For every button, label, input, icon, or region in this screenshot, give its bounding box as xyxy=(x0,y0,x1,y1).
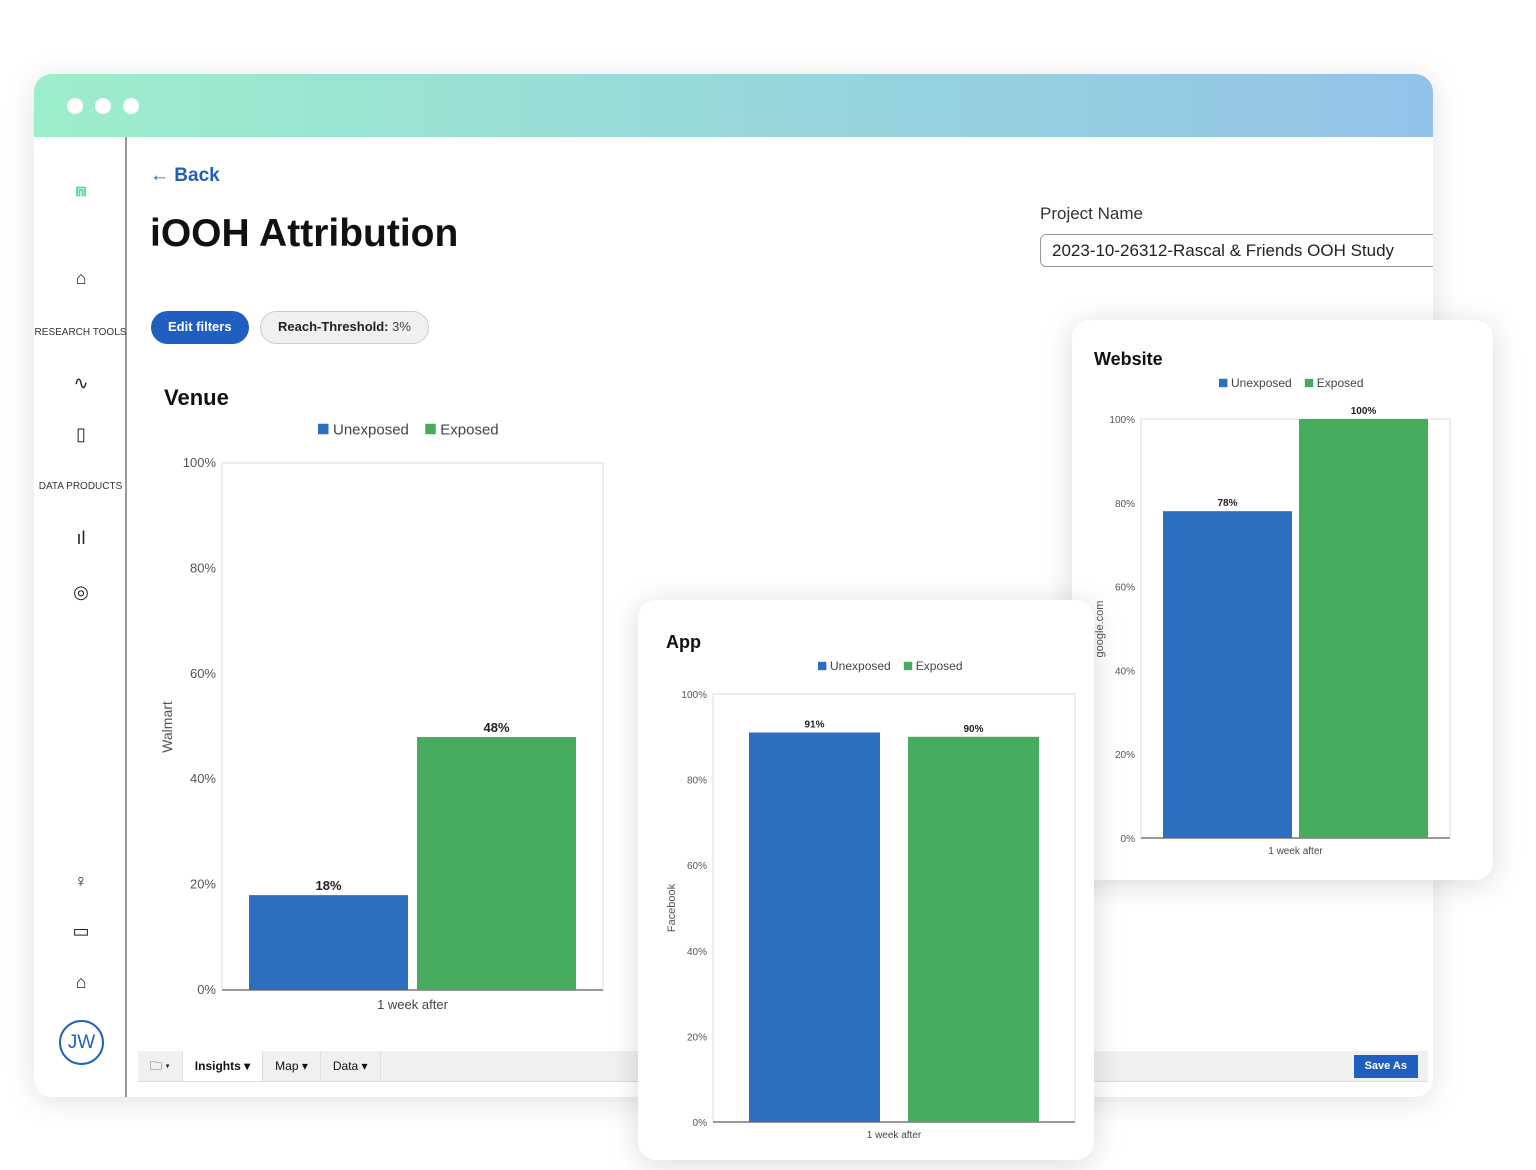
bar-unexposed xyxy=(249,895,408,990)
bar-exposed xyxy=(908,736,1039,1122)
folder-menu[interactable]: 🗀 ▾ xyxy=(138,1051,183,1081)
arrow-left-icon: ← xyxy=(150,165,175,186)
y-tick-label: 80% xyxy=(1115,499,1135,510)
y-tick-label: 80% xyxy=(687,776,707,787)
y-tick-label: 60% xyxy=(687,861,707,872)
chart-title: App xyxy=(666,632,701,652)
bar-chart-icon[interactable]: ıl xyxy=(76,528,86,548)
title-bar xyxy=(34,74,1433,137)
app-chart: App Unexposed Exposed 0% 20% 40% 60% 80% 100% Fac… xyxy=(666,632,1076,1141)
venue-chart: Venue Unexposed Exposed 0% 20% 40% 60% 80% 100% W… xyxy=(159,385,604,1012)
app-card: App Unexposed Exposed 0% 20% 40% 60% 80% 100% Fac… xyxy=(638,600,1094,1160)
map-label: Map xyxy=(275,1059,299,1073)
legend-swatch xyxy=(903,661,913,671)
data-label: 90% xyxy=(963,724,983,735)
legend-swatch xyxy=(425,423,436,435)
project-name-label: Project Name xyxy=(1040,204,1143,223)
legend-label: Unexposed xyxy=(830,659,891,673)
y-axis-label: google.com xyxy=(1094,601,1106,658)
threshold-label: Reach-Threshold: xyxy=(278,319,389,334)
legend-swatch xyxy=(818,661,827,671)
chat-icon[interactable]: ▭ xyxy=(72,921,90,941)
x-tick-label: 1 week after xyxy=(1268,846,1323,857)
y-tick-label: 20% xyxy=(190,877,216,892)
legend-label: Unexposed xyxy=(1231,376,1292,390)
legend-swatch xyxy=(318,423,329,435)
y-tick-label: 40% xyxy=(190,771,216,786)
y-tick-label: 40% xyxy=(1115,666,1135,677)
y-tick-label: 20% xyxy=(687,1032,707,1043)
website-chart: Website Unexposed Exposed 0% 20% 40% 60% 80% 100… xyxy=(1094,349,1451,857)
y-tick-label: 40% xyxy=(687,947,707,958)
reach-threshold-chip[interactable]: Reach-Threshold: 3% xyxy=(260,311,429,344)
bar-exposed xyxy=(1299,419,1428,838)
home-icon[interactable]: ⌂ xyxy=(75,268,87,288)
legend-swatch xyxy=(1304,378,1314,388)
chart-title: Website xyxy=(1094,349,1163,369)
section-label: RESEARCH TOOLS xyxy=(34,327,127,338)
data-label: 78% xyxy=(1217,498,1237,509)
bar-exposed xyxy=(417,737,576,990)
legend-swatch xyxy=(1219,378,1228,388)
bar-unexposed xyxy=(749,732,880,1122)
website-card: Website Unexposed Exposed 0% 20% 40% 60% 80% 100… xyxy=(1072,320,1493,880)
legend-label: Unexposed xyxy=(333,421,409,438)
map-menu[interactable]: Map ▾ xyxy=(263,1051,321,1081)
y-tick-label: 60% xyxy=(1115,583,1135,594)
x-tick-label: 1 week after xyxy=(867,1130,922,1141)
y-axis-label: Walmart xyxy=(159,701,175,753)
y-tick-label: 80% xyxy=(190,560,216,575)
y-tick-label: 100% xyxy=(1109,415,1135,426)
sidebar: ⩎ ⌂ RESEARCH TOOLS ∿ ▯ DATA PRODUCTS ıl … xyxy=(34,137,127,1097)
x-tick-label: 1 week after xyxy=(377,997,448,1012)
threshold-value: 3% xyxy=(392,319,411,334)
window-dot[interactable] xyxy=(67,98,83,114)
window-dot[interactable] xyxy=(123,98,139,114)
section-label: DATA PRODUCTS xyxy=(38,481,123,492)
y-tick-label: 20% xyxy=(1115,750,1135,761)
graduation-cap-icon[interactable]: ⌂ xyxy=(75,972,87,992)
back-label: Back xyxy=(174,165,220,186)
fingerprint-icon[interactable]: ◎ xyxy=(73,582,89,602)
data-label: 18% xyxy=(315,878,341,893)
avatar[interactable]: JW xyxy=(59,1020,104,1065)
data-label: 91% xyxy=(804,720,824,731)
clipboard-icon[interactable]: ▯ xyxy=(76,424,86,444)
save-as-button[interactable]: Save As xyxy=(1353,1055,1418,1078)
bar-unexposed xyxy=(1163,511,1292,838)
y-tick-label: 100% xyxy=(681,690,707,701)
activity-icon[interactable]: ∿ xyxy=(73,373,89,393)
logo-icon[interactable]: ⩎ xyxy=(75,180,87,200)
y-tick-label: 60% xyxy=(190,666,216,681)
data-label: Data xyxy=(332,1059,359,1073)
y-tick-label: 0% xyxy=(1121,834,1136,845)
insights-label: Insights xyxy=(194,1059,241,1073)
edit-filters-button[interactable]: Edit filters xyxy=(151,311,249,344)
y-axis-label: Facebook xyxy=(666,883,678,932)
chart-title: Venue xyxy=(164,385,229,410)
y-tick-label: 100% xyxy=(183,455,217,470)
data-label: 48% xyxy=(483,720,509,735)
data-menu[interactable]: Data ▾ xyxy=(321,1051,381,1081)
page-title: iOOH Attribution xyxy=(150,212,459,255)
project-name-field[interactable]: 2023-10-26312-Rascal & Friends OOH Study xyxy=(1040,234,1433,267)
y-tick-label: 0% xyxy=(693,1118,708,1129)
window-dot[interactable] xyxy=(95,98,111,114)
legend-label: Exposed xyxy=(916,659,963,673)
lightbulb-icon[interactable]: ♀ xyxy=(74,871,88,891)
legend-label: Exposed xyxy=(1317,376,1364,390)
back-link[interactable]: ← Back xyxy=(150,165,220,187)
data-label: 100% xyxy=(1351,406,1377,417)
y-tick-label: 0% xyxy=(197,982,216,997)
insights-menu[interactable]: Insights ▾ xyxy=(182,1051,264,1081)
legend-label: Exposed xyxy=(440,421,498,438)
